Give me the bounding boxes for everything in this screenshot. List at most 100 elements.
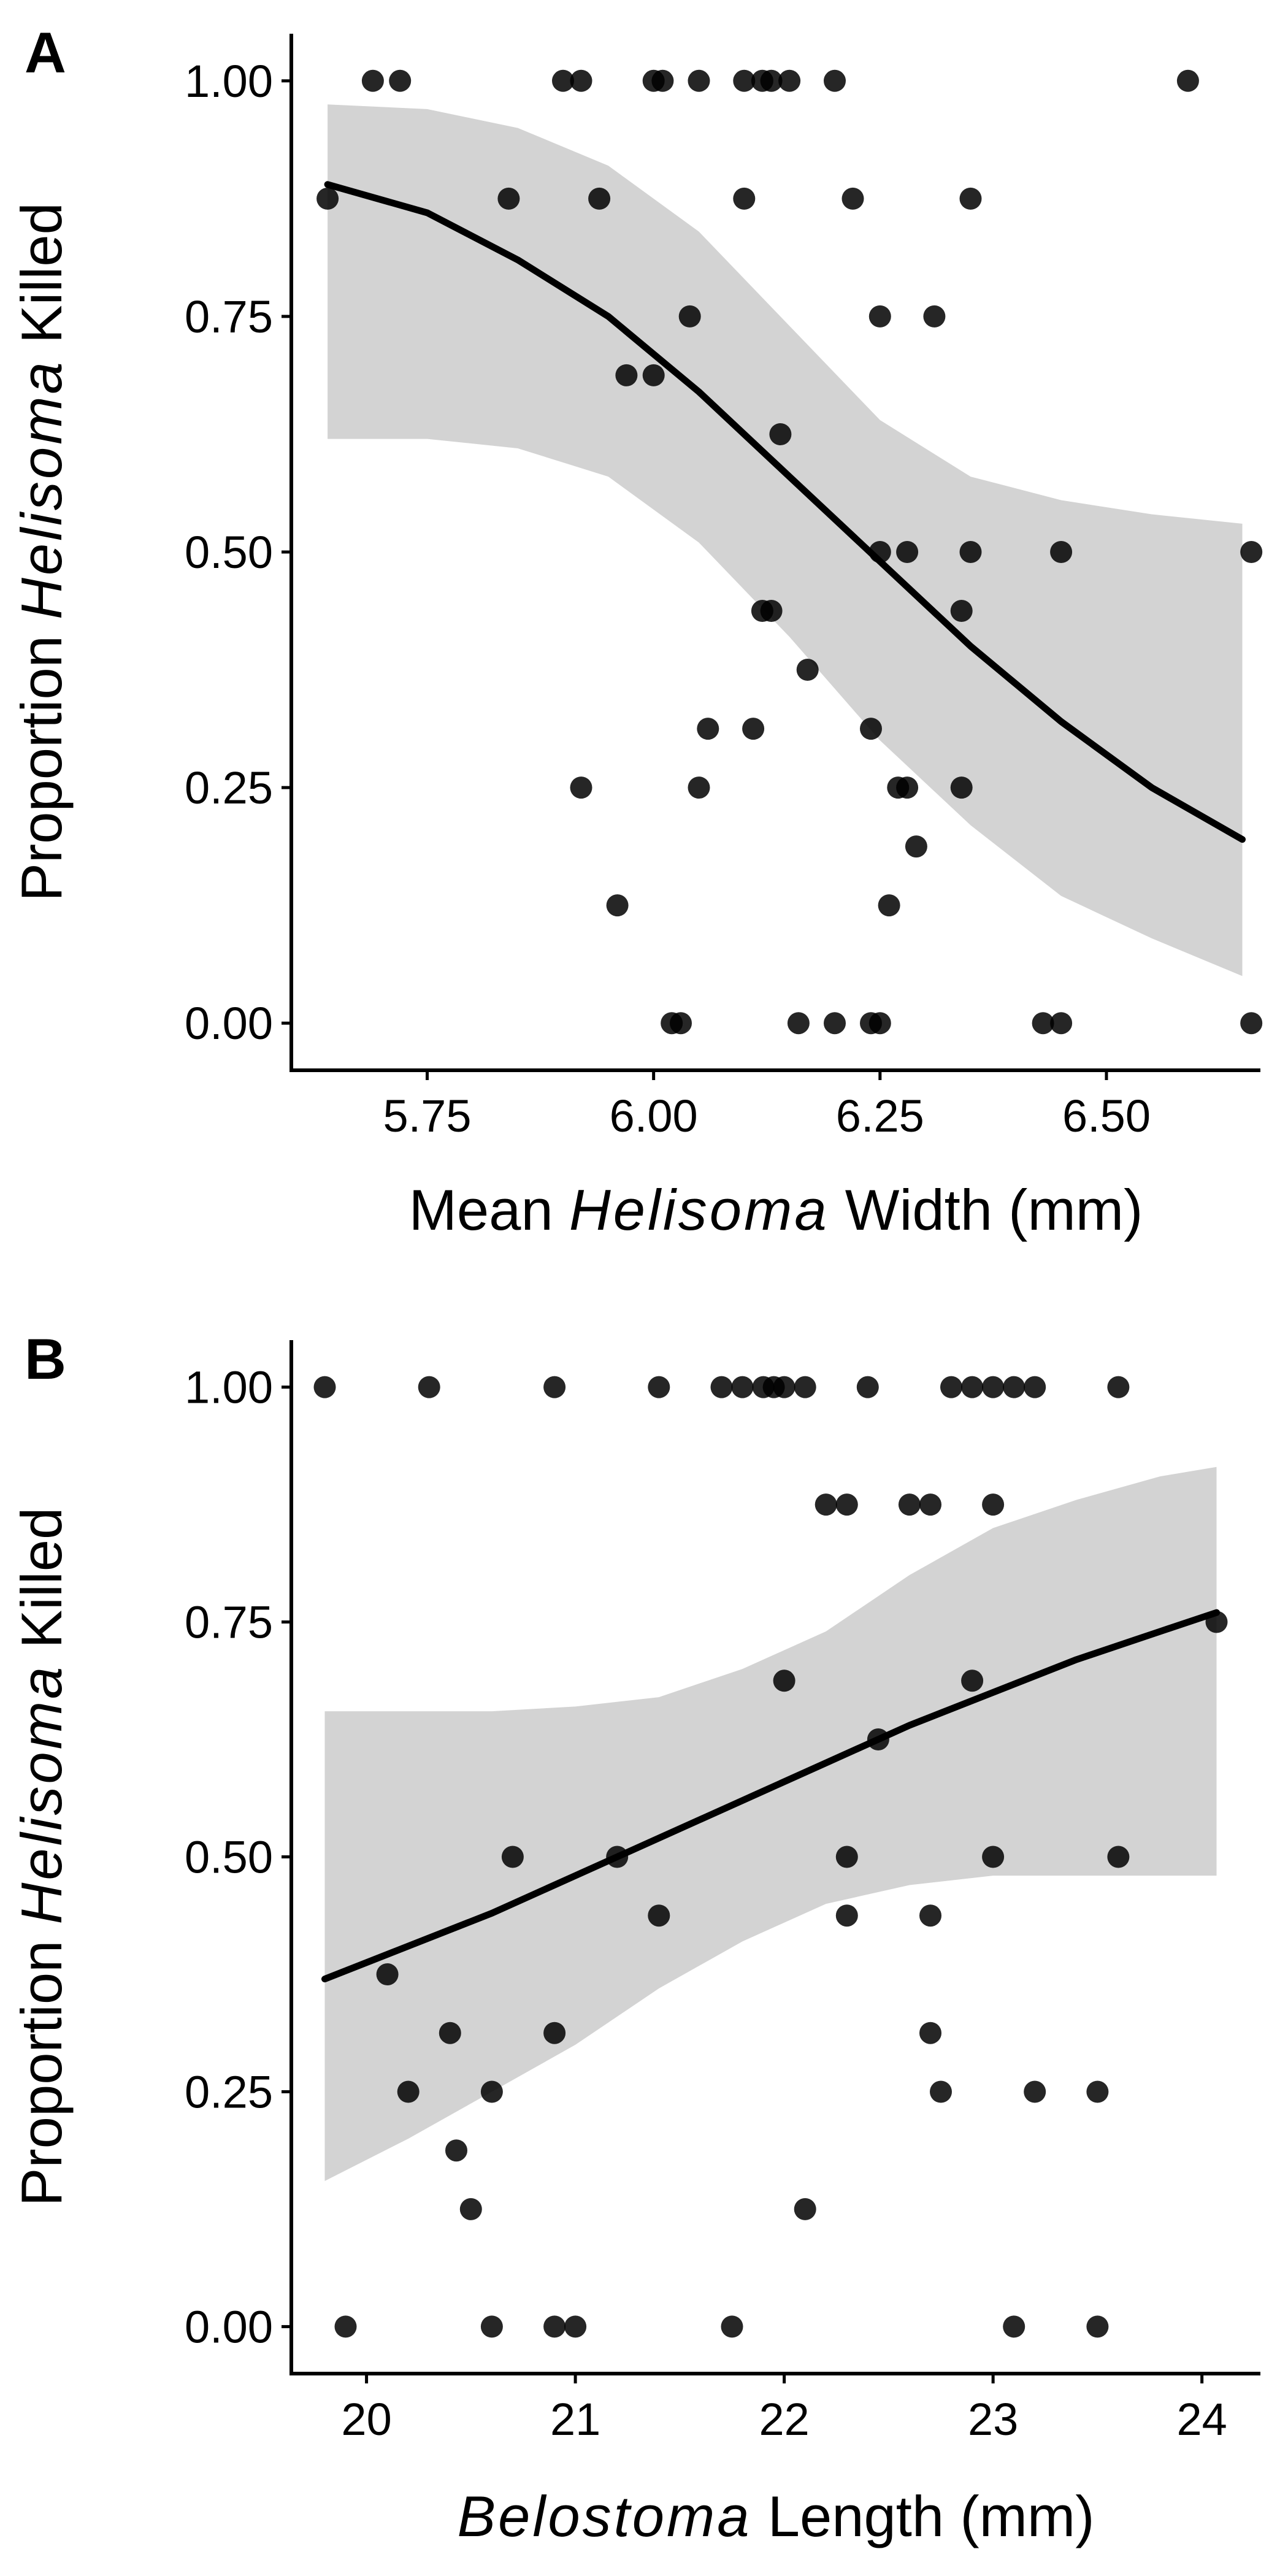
ylabel-part: Helisoma	[9, 1665, 74, 1925]
data-point	[543, 1376, 566, 1398]
data-point	[841, 187, 864, 210]
data-point	[794, 2198, 816, 2220]
data-point	[950, 776, 973, 799]
data-point	[778, 69, 801, 92]
y-tick-label: 0.50	[185, 527, 273, 578]
x-tick-label: 5.75	[383, 1091, 471, 1141]
panel-a-letter: A	[25, 20, 66, 85]
data-point	[835, 1493, 858, 1516]
x-tick-label: 21	[550, 2394, 600, 2445]
data-point	[615, 364, 638, 386]
data-point	[959, 187, 982, 210]
x-tick-label: 20	[341, 2394, 391, 2445]
data-point	[313, 1376, 336, 1398]
data-point	[688, 776, 710, 799]
data-point	[564, 2315, 587, 2338]
y-tick-label: 0.75	[185, 291, 273, 342]
data-point	[480, 2315, 503, 2338]
data-point	[376, 1963, 399, 1985]
ylabel-part: Proportion	[9, 619, 74, 902]
data-point	[497, 187, 520, 210]
confidence-band	[328, 104, 1243, 976]
panel-b: B 0.00 0.25 0.50 0.75 1.00 20 21 22 23 24 Belostom…	[9, 1327, 1260, 2548]
data-point	[961, 1669, 984, 1692]
fit-line	[321, 1609, 1220, 1983]
panel-a: A 0.00 0.25 0.50 0.75 1.00 5.75 6.00 6.25 6.50 Me…	[9, 20, 1263, 1242]
data-point	[361, 69, 384, 92]
xlabel-part: Width (mm)	[829, 1178, 1143, 1242]
data-point	[678, 305, 701, 328]
data-point	[982, 1376, 1005, 1398]
data-point	[721, 2315, 743, 2338]
x-axis-title: Belostoma Length (mm)	[457, 2484, 1094, 2548]
ylabel-part: Proportion	[9, 1925, 74, 2207]
data-point	[1003, 2315, 1025, 2338]
y-axis-title: Proportion Helisoma Killed	[9, 1508, 74, 2207]
data-point	[868, 1012, 891, 1035]
y-tick-label: 0.00	[185, 2301, 273, 2352]
data-point	[1003, 1376, 1025, 1398]
y-tick-label: 1.00	[185, 1362, 273, 1413]
data-point	[648, 1376, 670, 1398]
data-point	[648, 1904, 670, 1927]
data-point	[815, 1493, 837, 1516]
data-point	[982, 1493, 1005, 1516]
data-point	[1086, 2080, 1109, 2103]
y-tick-label: 0.75	[185, 1597, 273, 1648]
data-point	[1176, 69, 1199, 92]
y-tick-label: 1.00	[185, 56, 273, 107]
data-point	[794, 1376, 816, 1398]
data-point	[459, 2198, 482, 2220]
data-point	[1107, 1376, 1130, 1398]
data-point	[835, 1846, 858, 1868]
data-point	[919, 2022, 941, 2044]
xlabel-part: Helisoma	[569, 1178, 829, 1242]
data-point	[710, 1376, 733, 1398]
x-tick-label: 23	[968, 2394, 1018, 2445]
data-point	[905, 835, 927, 858]
data-point	[773, 1376, 795, 1398]
data-point	[316, 187, 339, 210]
data-point	[824, 69, 846, 92]
x-tick-label: 6.00	[610, 1091, 698, 1141]
x-tick-label: 6.25	[836, 1091, 924, 1141]
data-point	[731, 1376, 754, 1398]
data-point	[670, 1012, 692, 1035]
xlabel-part: Length (mm)	[752, 2484, 1095, 2548]
data-point	[950, 600, 973, 622]
data-point	[982, 1846, 1005, 1868]
data-point	[896, 541, 919, 563]
data-point	[552, 69, 574, 92]
x-tick-label: 6.50	[1062, 1091, 1151, 1141]
data-point	[1024, 2080, 1046, 2103]
data-point	[439, 2022, 461, 2044]
ylabel-part: Killed	[9, 1508, 74, 1665]
data-point	[1240, 1012, 1263, 1035]
data-point	[868, 305, 891, 328]
data-point	[588, 187, 611, 210]
axis-lines	[289, 1340, 1260, 2375]
data-point	[824, 1012, 846, 1035]
data-point	[923, 305, 946, 328]
fit-line	[324, 181, 1246, 843]
y-tick-label: 0.25	[185, 2066, 273, 2117]
data-point	[919, 1904, 941, 1927]
y-tick-label: 0.00	[185, 998, 273, 1049]
data-point	[1050, 1012, 1073, 1035]
data-point	[389, 69, 412, 92]
x-tick-label: 24	[1176, 2394, 1227, 2445]
panel-b-letter: B	[25, 1327, 66, 1391]
data-point	[543, 2315, 566, 2338]
data-point	[688, 69, 710, 92]
data-point	[606, 894, 629, 917]
data-point	[796, 659, 819, 681]
data-point	[742, 718, 765, 740]
data-point	[835, 1904, 858, 1927]
data-point	[733, 69, 756, 92]
data-point	[773, 1669, 795, 1692]
data-point	[445, 2139, 467, 2162]
data-point	[570, 69, 592, 92]
data-point	[1240, 541, 1263, 563]
y-tick-label: 0.25	[185, 762, 273, 813]
